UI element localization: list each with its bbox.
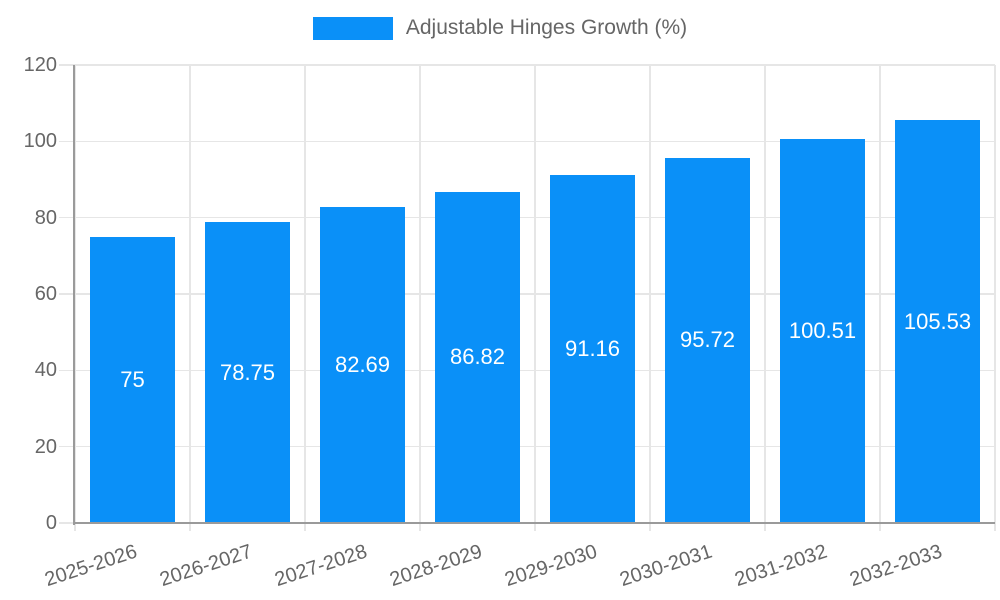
x-tick-label: 2030-2031 [616, 540, 715, 592]
y-tick-label: 40 [34, 359, 57, 382]
y-gridline [59, 293, 995, 295]
y-gridline [59, 64, 995, 66]
y-gridline [59, 445, 995, 448]
x-tick-label: 2029-2030 [501, 540, 600, 592]
bar: 95.72 [665, 157, 750, 523]
bar-value-label: 105.53 [903, 308, 972, 334]
bar-value-label: 91.16 [564, 336, 621, 362]
x-gridline [304, 65, 306, 531]
bar: 75 [90, 236, 175, 523]
bar-value-label: 82.69 [334, 352, 391, 378]
y-tick-label: 100 [23, 130, 57, 153]
x-tick-label: 2025-2026 [41, 540, 140, 592]
legend-swatch [312, 16, 393, 40]
bar-value-label: 100.51 [788, 318, 857, 344]
x-tick-label: 2026-2027 [156, 540, 255, 592]
x-tick-label: 2032-2033 [846, 540, 945, 592]
y-tick-label: 80 [34, 206, 57, 229]
legend[interactable]: Adjustable Hinges Growth (%) [0, 16, 1000, 40]
bar-value-label: 78.75 [219, 359, 276, 385]
legend-label: Adjustable Hinges Growth (%) [405, 16, 688, 39]
x-gridline [879, 65, 881, 531]
x-gridline [189, 65, 191, 531]
bar: 78.75 [205, 222, 290, 523]
bar: 91.16 [550, 175, 635, 523]
x-tick-label: 2027-2028 [271, 540, 370, 592]
bar-value-label: 95.72 [679, 327, 736, 353]
bar: 82.69 [320, 207, 405, 523]
y-gridline [59, 216, 995, 219]
y-tick-label: 0 [45, 512, 57, 534]
x-gridline [764, 65, 766, 531]
x-axis-line [73, 522, 995, 524]
bar: 105.53 [895, 120, 980, 523]
bar: 100.51 [780, 139, 865, 523]
y-tick-label: 120 [23, 54, 57, 76]
x-gridline [994, 65, 996, 531]
x-tick-label: 2031-2032 [731, 540, 830, 592]
y-tick-label: 60 [34, 283, 57, 305]
x-tick-label: 2028-2029 [386, 540, 485, 592]
x-gridline [534, 65, 536, 531]
y-tick-label: 20 [34, 435, 57, 458]
y-axis-line [73, 65, 75, 525]
bar-value-label: 75 [120, 366, 145, 392]
x-gridline [649, 65, 651, 531]
x-gridline [419, 65, 421, 531]
y-gridline [59, 369, 995, 372]
bar-value-label: 86.82 [449, 344, 506, 370]
bar: 86.82 [435, 191, 520, 523]
y-gridline [59, 140, 995, 143]
